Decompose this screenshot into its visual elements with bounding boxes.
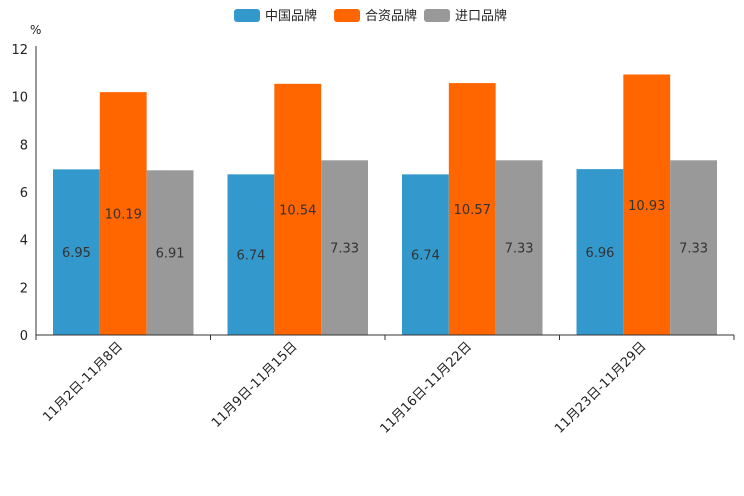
x-axis: 11月2日-11月8日 11月9日-11月15日 11月16日-11月22日 11月2… <box>35 334 735 437</box>
data-label: 7.33 <box>679 242 708 257</box>
x-tick-label: 11月2日-11月8日 <box>40 339 126 425</box>
bar <box>448 83 496 335</box>
bar <box>53 169 100 335</box>
data-label: 10.19 <box>105 208 142 223</box>
y-tick-label: 8 <box>20 138 28 153</box>
data-label: 6.91 <box>156 247 185 262</box>
data-label: 10.54 <box>279 203 316 218</box>
bars: 6.95 10.19 6.91 6.74 10.54 7.33 6.74 10.57 7.33 6… <box>53 74 717 336</box>
bar <box>495 160 543 335</box>
bar <box>146 170 194 335</box>
bar <box>670 160 717 335</box>
y-tick-label: 12 <box>11 43 28 58</box>
bar <box>576 169 624 335</box>
data-label: 6.96 <box>585 246 614 261</box>
x-tick-label: 11月23日-11月29日 <box>552 339 649 436</box>
x-tick-label: 11月9日-11月15日 <box>209 339 301 431</box>
data-label: 10.93 <box>628 199 665 214</box>
legend: 中国品牌 合资品牌 进口品牌 <box>234 8 507 24</box>
data-label: 6.74 <box>411 249 440 264</box>
y-axis-unit: % <box>30 23 41 37</box>
legend-label: 进口品牌 <box>455 8 507 24</box>
bar <box>274 83 322 336</box>
y-tick-label: 2 <box>20 281 28 296</box>
legend-swatch <box>424 9 450 22</box>
y-tick-label: 6 <box>20 186 28 201</box>
x-tick-label: 11月16日-11月22日 <box>378 339 475 436</box>
y-tick-label: 4 <box>20 234 28 249</box>
data-label: 6.95 <box>62 246 91 261</box>
data-label: 7.33 <box>505 242 534 257</box>
bar <box>402 174 449 335</box>
data-label: 7.33 <box>330 242 359 257</box>
bar <box>99 92 147 335</box>
y-axis: 0 2 4 6 8 10 12 <box>11 43 37 344</box>
data-label: 10.57 <box>454 203 491 218</box>
legend-label: 中国品牌 <box>265 8 317 24</box>
bar <box>623 74 671 336</box>
legend-swatch <box>334 9 360 22</box>
y-tick-label: 0 <box>20 329 28 344</box>
bar <box>321 160 368 335</box>
data-label: 6.74 <box>236 249 265 264</box>
legend-swatch <box>234 9 260 22</box>
y-tick-label: 10 <box>11 91 28 106</box>
legend-label: 合资品牌 <box>365 8 417 24</box>
bar <box>227 174 275 335</box>
